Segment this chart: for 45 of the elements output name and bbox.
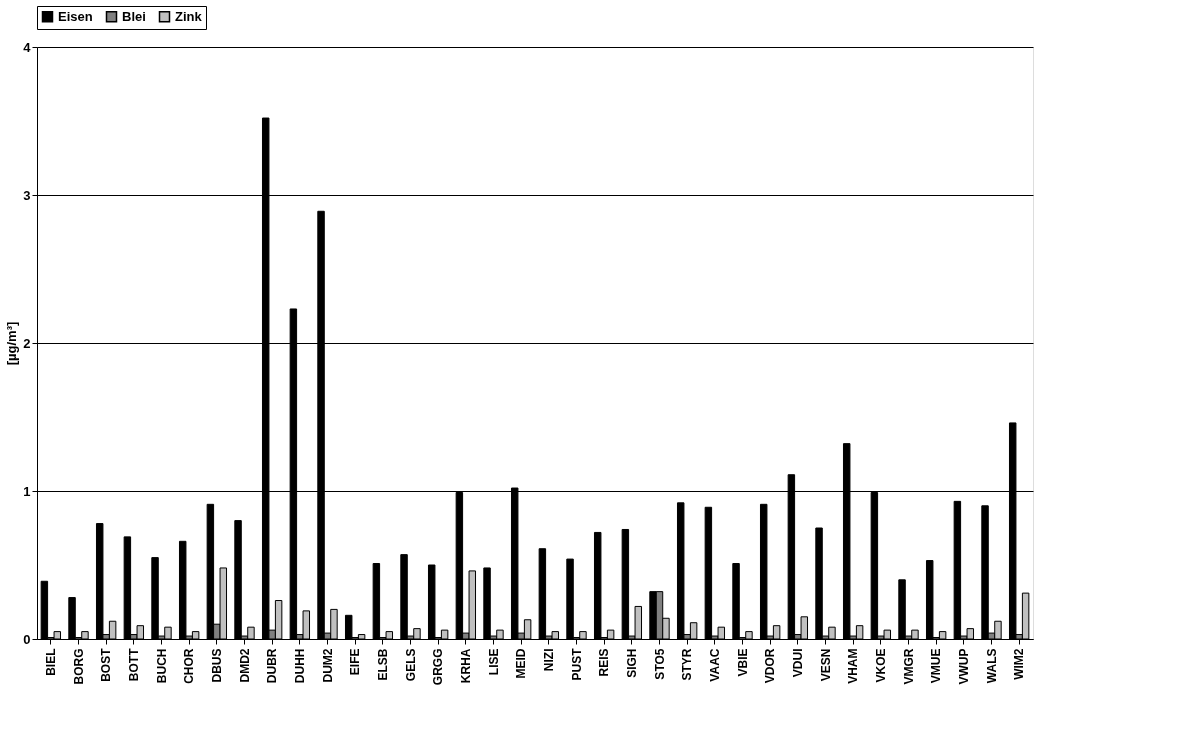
x-tick-label: ELSB xyxy=(375,648,390,681)
y-tick-label: 2 xyxy=(23,335,31,351)
legend-label: Blei xyxy=(122,8,146,24)
x-tick-label: DUHH xyxy=(292,648,307,684)
x-tick-label: GRGG xyxy=(431,648,446,686)
x-tick-label: WIM2 xyxy=(1012,648,1027,680)
x-tick-label: BIEL xyxy=(43,648,58,676)
x-tick-label: WALS xyxy=(984,648,999,684)
x-tick-label: DBUS xyxy=(209,648,224,683)
x-tick-label: DMD2 xyxy=(237,648,252,683)
y-tick-label: 3 xyxy=(23,187,31,203)
x-tick-label: CHOR xyxy=(182,648,197,684)
x-tick-label: BOST xyxy=(99,647,114,682)
x-tick-label: EIFE xyxy=(348,648,363,676)
x-tick-label: VBIE xyxy=(735,648,750,677)
x-tick-label: VHAM xyxy=(846,648,861,684)
x-tick-label: VMGR xyxy=(901,648,916,685)
x-tick-label: KRHA xyxy=(458,648,473,684)
x-tick-label: LISE xyxy=(486,648,501,676)
x-tick-label: GELS xyxy=(403,648,418,682)
x-tick-label: STO5 xyxy=(652,648,667,680)
x-tick-label: BORG xyxy=(71,648,86,685)
y-tick-label: 1 xyxy=(23,483,31,499)
x-tick-label: VAAC xyxy=(707,648,722,682)
x-tick-label: VESN xyxy=(818,648,833,682)
x-tick-label: PUST xyxy=(569,647,584,681)
x-tick-label: STYR xyxy=(680,648,695,681)
x-tick-label: VDUI xyxy=(790,648,805,678)
x-tick-label: DUM2 xyxy=(320,648,335,683)
x-tick-label: MEID xyxy=(514,648,529,679)
x-tick-label: VMUE xyxy=(929,648,944,684)
x-tick-label: VKOE xyxy=(873,648,888,683)
x-tick-label: VWUP xyxy=(956,648,971,685)
x-tick-label: REIS xyxy=(597,648,612,677)
y-tick-label: 0 xyxy=(23,631,31,647)
x-tick-label: DUBR xyxy=(265,648,280,684)
x-tick-label: BOTT xyxy=(126,647,141,682)
y-tick-label: 4 xyxy=(23,39,32,55)
legend-label: Eisen xyxy=(58,8,93,24)
legend-label: Zink xyxy=(175,8,203,24)
y-axis-title: [µg/m³] xyxy=(4,321,20,366)
x-tick-label: NIZI xyxy=(541,648,556,672)
x-tick-label: BUCH xyxy=(154,648,169,684)
x-tick-label: VDOR xyxy=(763,648,778,684)
x-tick-label: SIGH xyxy=(624,648,639,678)
